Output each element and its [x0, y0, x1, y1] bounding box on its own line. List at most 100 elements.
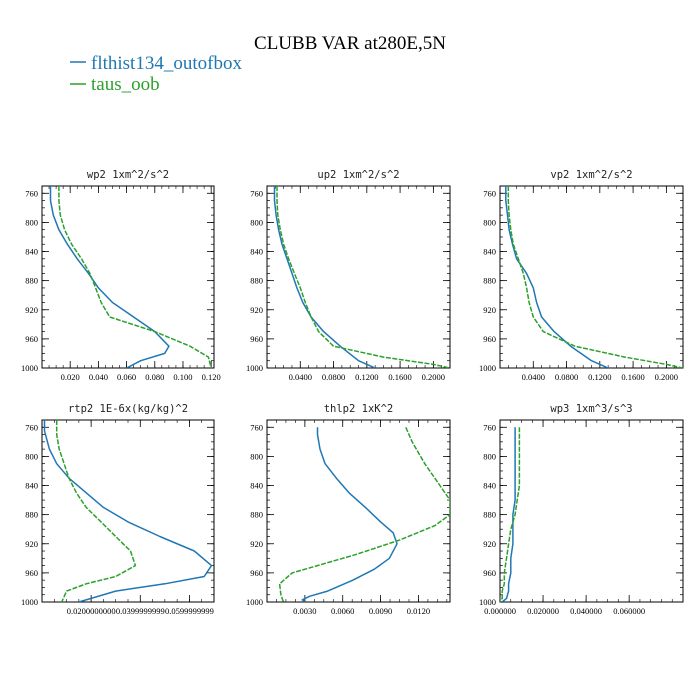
y-tick-label: 960 — [483, 334, 496, 344]
legend-label-1: flthist134_outofbox — [91, 53, 242, 74]
series-line-1 — [49, 186, 170, 368]
series-line-2 — [278, 427, 450, 602]
x-tick-label: 0.080 — [145, 372, 164, 382]
x-tick-label: 0.0060 — [331, 606, 354, 616]
y-tick-label: 880 — [25, 276, 38, 286]
x-tick-label: 0.0400 — [522, 372, 545, 382]
y-tick-label: 960 — [25, 568, 38, 578]
y-tick-label: 800 — [250, 451, 263, 461]
panel-title: vp2 1xm^2/s^2 — [550, 169, 632, 181]
y-tick-label: 760 — [483, 422, 496, 432]
x-tick-label: 0.040000 — [570, 606, 602, 616]
y-tick-label: 920 — [25, 539, 38, 549]
y-tick-label: 880 — [250, 510, 263, 520]
series-line-1 — [273, 186, 376, 368]
series-line-2 — [500, 427, 521, 602]
series-line-1 — [501, 427, 516, 602]
y-tick-label: 800 — [250, 217, 263, 227]
figure-title: CLUBB VAR at280E,5N — [254, 33, 446, 54]
plot-frame — [499, 419, 684, 603]
x-tick-label: 0.0800 — [322, 372, 345, 382]
y-tick-label: 880 — [483, 510, 496, 520]
y-tick-label: 920 — [483, 539, 496, 549]
y-tick-label: 760 — [25, 422, 38, 432]
series-line-1 — [43, 420, 213, 602]
plot-frame — [41, 419, 215, 603]
x-tick-label: 0.1200 — [588, 372, 611, 382]
y-tick-label: 960 — [25, 334, 38, 344]
y-tick-label: 1000 — [479, 597, 496, 607]
x-tick-label: 0.0400 — [289, 372, 312, 382]
y-tick-label: 800 — [25, 451, 38, 461]
x-tick-label: 0.0800 — [555, 372, 578, 382]
y-tick-label: 1000 — [479, 363, 496, 373]
y-tick-label: 920 — [25, 305, 38, 315]
x-tick-label: 0.1600 — [388, 372, 411, 382]
x-tick-label: 0.040 — [89, 372, 108, 382]
x-tick-label: 0.0090 — [369, 606, 392, 616]
panels: wp2 1xm^2/s^2 760 800 840 880 920 960 1000 0.020… — [21, 169, 684, 616]
y-tick-label: 880 — [250, 276, 263, 286]
panel-title: rtp2 1E-6x(kg/kg)^2 — [68, 403, 188, 415]
y-tick-label: 920 — [250, 539, 263, 549]
x-tick-label: 0.100 — [173, 372, 192, 382]
panel-title: thlp2 1xK^2 — [324, 403, 394, 415]
x-tick-label: 0.0030 — [293, 606, 316, 616]
x-tick-label: 0.0399999999 — [116, 606, 165, 616]
x-tick-label: 0.2000 — [655, 372, 678, 382]
y-tick-label: 960 — [250, 568, 263, 578]
panel-2: up2 1xm^2/s^2 760 800 840 880 920 960 1000 0.040… — [246, 169, 451, 382]
panel-1: wp2 1xm^2/s^2 760 800 840 880 920 960 1000 0.020… — [21, 169, 221, 382]
y-tick-label: 1000 — [21, 597, 38, 607]
panel-3: vp2 1xm^2/s^2 760 800 840 880 920 960 1000 0.040… — [479, 169, 684, 382]
y-tick-label: 960 — [483, 568, 496, 578]
y-tick-label: 880 — [25, 510, 38, 520]
plot-frame — [41, 185, 215, 369]
y-tick-label: 1000 — [246, 597, 263, 607]
panel-title: wp3 1xm^3/s^3 — [550, 403, 632, 415]
y-tick-label: 1000 — [246, 363, 263, 373]
x-tick-label: 0.000000 — [484, 606, 516, 616]
y-tick-label: 760 — [250, 188, 263, 198]
y-tick-label: 920 — [250, 305, 263, 315]
legend: flthist134_outofbox taus_oob — [70, 53, 242, 95]
x-tick-label: 0.060000 — [613, 606, 645, 616]
x-tick-label: 0.2000 — [422, 372, 445, 382]
x-tick-label: 0.020 — [61, 372, 80, 382]
panel-4: rtp2 1E-6x(kg/kg)^2 760 800 840 880 920 960 100… — [21, 403, 215, 616]
y-tick-label: 1000 — [21, 363, 38, 373]
panel-6: wp3 1xm^3/s^3 760 800 840 880 920 960 10000.000… — [479, 403, 684, 616]
panel-title: up2 1xm^2/s^2 — [317, 169, 399, 181]
series-line-2 — [55, 420, 137, 602]
plot-frame — [266, 185, 451, 369]
y-tick-label: 840 — [25, 247, 38, 257]
y-tick-label: 840 — [483, 247, 496, 257]
x-tick-label: 0.0200000000 — [67, 606, 116, 616]
x-tick-label: 0.060 — [117, 372, 136, 382]
y-tick-label: 760 — [25, 188, 38, 198]
x-tick-label: 0.1600 — [621, 372, 644, 382]
y-tick-label: 840 — [483, 481, 496, 491]
y-tick-label: 840 — [250, 481, 263, 491]
y-tick-label: 960 — [250, 334, 263, 344]
x-tick-label: 0.120 — [202, 372, 221, 382]
y-tick-label: 800 — [25, 217, 38, 227]
x-tick-label: 0.0120 — [407, 606, 430, 616]
panel-5: thlp2 1xK^2 760 800 840 880 920 960 1000 0.0030 0… — [246, 403, 451, 616]
y-tick-label: 800 — [483, 217, 496, 227]
series-line-1 — [505, 186, 609, 368]
y-tick-label: 880 — [483, 276, 496, 286]
y-tick-label: 760 — [483, 188, 496, 198]
y-tick-label: 920 — [483, 305, 496, 315]
y-tick-label: 800 — [483, 451, 496, 461]
y-tick-label: 840 — [25, 481, 38, 491]
panel-title: wp2 1xm^2/s^2 — [87, 169, 169, 181]
y-tick-label: 840 — [250, 247, 263, 257]
series-line-1 — [301, 427, 398, 602]
y-tick-label: 760 — [250, 422, 263, 432]
series-line-2 — [507, 186, 683, 368]
x-tick-label: 0.1200 — [355, 372, 378, 382]
x-tick-label: 0.0599999999 — [165, 606, 214, 616]
x-tick-label: 0.020000 — [527, 606, 559, 616]
